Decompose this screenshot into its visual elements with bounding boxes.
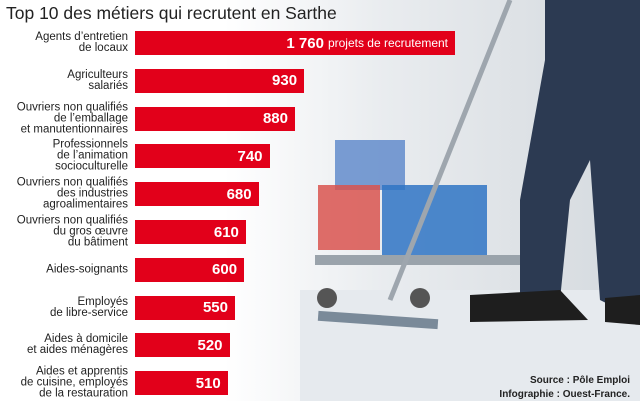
value-label: 1 760 [286,34,324,52]
category-label: Employés de libre-service [50,295,128,319]
category-label: Aides à domicile et aides ménagères [26,333,128,357]
bar: 550 [135,295,235,320]
wheel [410,288,430,308]
category-label: Aides et apprentis de cuisine, employés … [20,365,128,400]
bar: 930 [135,68,305,93]
bar: 1 760 projets de recrutement [135,31,455,55]
source: Source : Pôle Emploi [529,375,630,386]
value-label: 880 [262,110,288,128]
bar: 880 [135,106,295,131]
category-label: Agriculteurs salariés [67,68,128,92]
bar: 740 [135,144,270,169]
value-label: 740 [237,147,263,165]
category-label: Professionnels de l’animation sociocultu… [52,138,128,173]
value-label: 550 [202,299,228,317]
bucket [335,140,405,190]
category-label: Agents d’entretien de locaux [35,31,128,54]
bar: 600 [135,257,245,282]
annotation: projets de recrutement [327,36,448,50]
cart-base [315,255,545,265]
bar: 520 [135,333,230,358]
shoe [470,290,588,322]
mop-head [317,310,439,330]
category-label: Ouvriers non qualifiés de l’emballage et… [16,101,128,136]
chart-title: Top 10 des métiers qui recrutent en Sart… [6,3,337,23]
category-label: Ouvriers non qualifiés des industries ag… [16,176,128,211]
value-label: 930 [272,72,298,90]
mop-handle [387,0,513,301]
wheel [317,288,337,308]
bucket [318,185,380,250]
worker-legs [520,0,640,320]
bar: 610 [135,220,246,244]
shoe [605,295,640,325]
value-label: 610 [213,223,239,241]
bar: 510 [135,371,228,396]
value-label: 600 [212,261,238,279]
value-label: 520 [197,336,223,354]
category-label: Ouvriers non qualifiés du gros œuvre du … [16,214,128,249]
category-label: Aides-soignants [46,263,128,276]
value-label: 510 [195,374,221,392]
credit: Infographie : Ouest-France. [499,389,630,400]
value-label: 680 [226,185,252,203]
bar: 680 [135,182,259,207]
bucket [382,185,487,255]
